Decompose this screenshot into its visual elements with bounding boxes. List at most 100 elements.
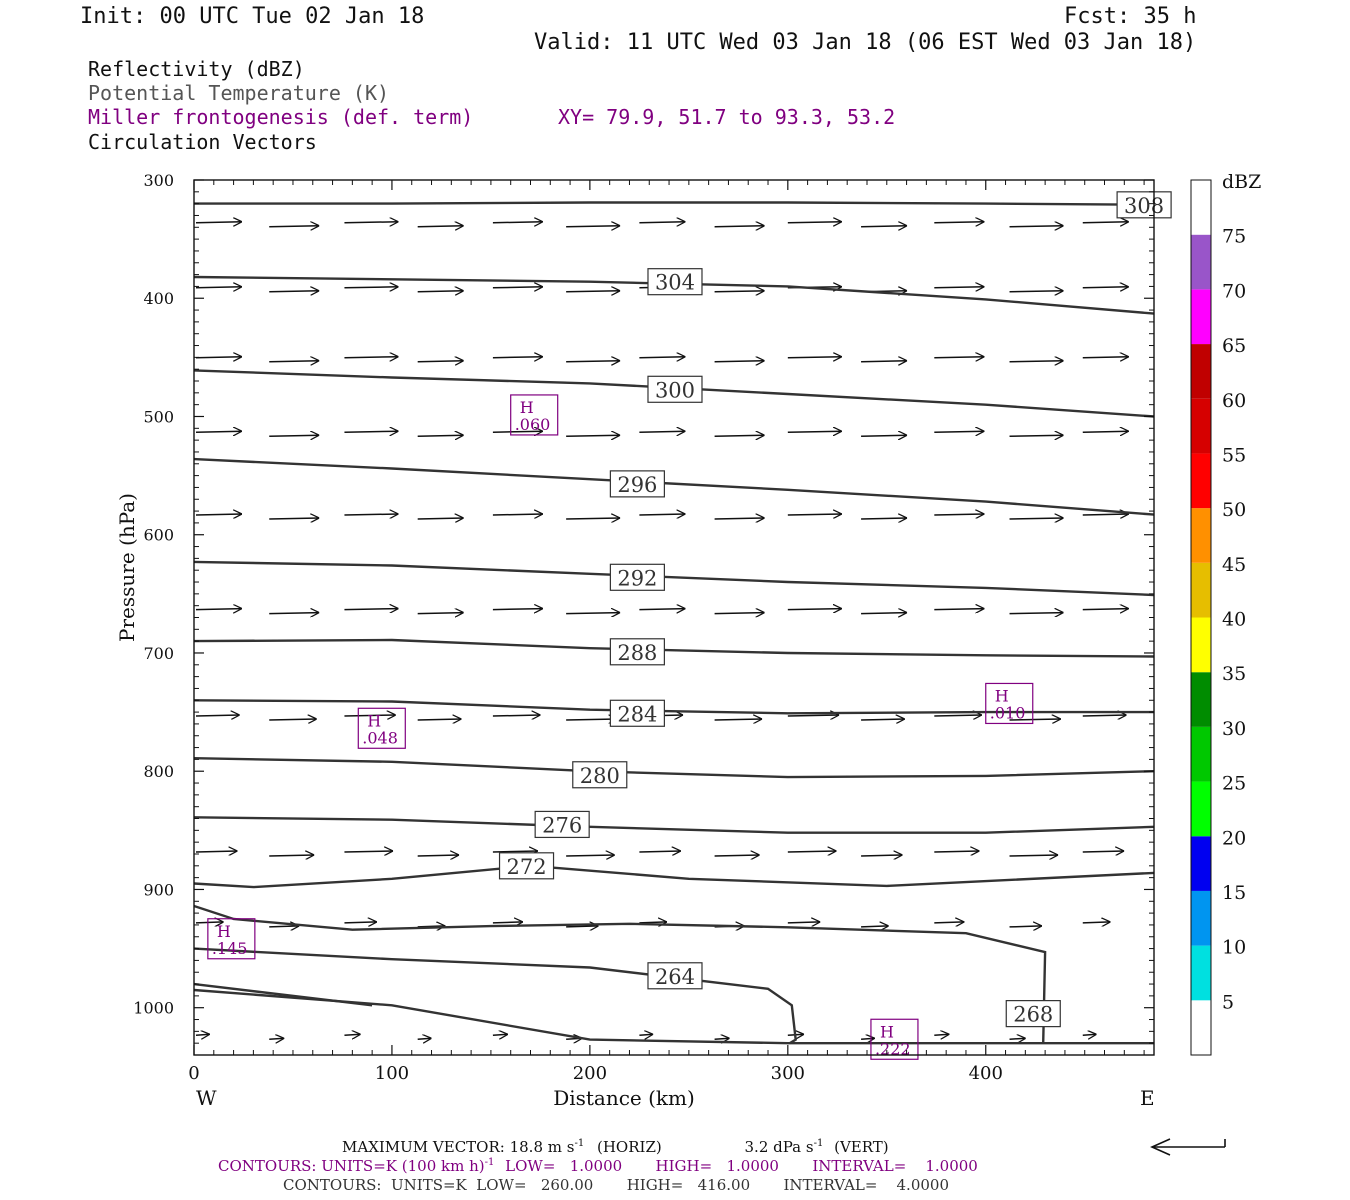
y-tick-label: 400 <box>143 289 174 308</box>
colorbar-level-label: 15 <box>1222 882 1246 904</box>
vector-arrow <box>417 361 464 362</box>
colorbar-level-label: 40 <box>1222 609 1246 631</box>
vector-arrow <box>344 922 376 923</box>
vector-arrow <box>195 1034 210 1035</box>
vector-arrow <box>934 609 984 610</box>
vector-arrow <box>639 287 685 288</box>
vector-arrow <box>714 518 765 519</box>
theta-contour-line <box>193 457 1155 516</box>
theta-label-box <box>609 563 665 591</box>
frontogenesis-symbol: H <box>217 922 231 941</box>
vector-arrow <box>861 361 907 362</box>
theta-contour-label: 268 <box>1013 1003 1053 1027</box>
colorbar-segment <box>1191 344 1211 399</box>
vector-arrow <box>195 851 237 852</box>
vector-arrow <box>1009 361 1064 362</box>
theta-label-box <box>1116 191 1172 219</box>
frontogenesis-symbol: H <box>520 398 534 417</box>
theta-contour-label: 276 <box>542 813 582 837</box>
colorbar-level-label: 20 <box>1222 827 1246 849</box>
y-tick-label: 600 <box>143 526 174 545</box>
max-vector-text: MAXIMUM VECTOR: 18.8 m s <box>342 1138 575 1156</box>
colorbar-segment <box>1191 453 1211 509</box>
theta-contours: 308 304 300 296 292 288 284 280 276 272 264 268 <box>193 191 1172 1045</box>
frontogenesis-box <box>357 707 406 749</box>
vector-arrow <box>566 435 620 436</box>
vector-arrow <box>492 1034 508 1035</box>
vector-arrow <box>1009 435 1064 436</box>
product-miller: Miller frontogenesis (def. term) <box>88 105 474 129</box>
vector-arrow <box>1082 222 1129 223</box>
vector-arrow <box>714 226 765 227</box>
vector-arrow <box>1009 613 1064 614</box>
colorbar-segment <box>1191 234 1211 290</box>
vector-arrow <box>1009 926 1042 927</box>
theta-label-box <box>572 761 628 789</box>
vector-arrow <box>714 291 765 292</box>
vector-arrow <box>639 609 685 610</box>
footer-max-vector: MAXIMUM VECTOR: 18.8 m s-1 (HORIZ) 3.2 d… <box>342 1138 889 1156</box>
vector-arrow <box>861 613 907 614</box>
vector-arrow <box>492 287 543 288</box>
vector-arrow <box>787 287 842 288</box>
vector-arrow <box>344 357 398 358</box>
y-tick-label: 800 <box>143 762 174 781</box>
vector-arrow <box>269 226 319 227</box>
frontogenesis-box <box>870 1018 919 1060</box>
east-label: E <box>1140 1086 1155 1110</box>
theta-contour-label: 296 <box>617 473 657 497</box>
valid-time: Valid: 11 UTC Wed 03 Jan 18 (06 EST Wed … <box>534 30 1197 55</box>
vector-arrow <box>1082 851 1124 852</box>
vector-arrow <box>492 357 543 358</box>
theta-label-box <box>498 852 555 880</box>
colorbar-level-label: 75 <box>1222 226 1246 248</box>
vector-arrow <box>714 926 745 927</box>
contours1-rest: LOW= 1.0000 HIGH= 1.0000 INTERVAL= 1.000… <box>505 1157 978 1175</box>
vector-arrow <box>566 1038 582 1039</box>
vector-arrow <box>1082 1034 1097 1035</box>
vector-arrow <box>417 291 464 292</box>
vector-arrow <box>417 926 446 927</box>
vector-arrow <box>861 435 907 436</box>
colorbar-level-label: 65 <box>1222 335 1246 357</box>
contours1-text: CONTOURS: UNITS=K (100 km h) <box>218 1157 485 1175</box>
circulation-vectors <box>195 222 1129 1040</box>
colorbar-segment <box>1191 617 1211 673</box>
colorbar-segment <box>1191 562 1211 618</box>
vector-arrow <box>492 922 523 923</box>
plot-axes: 0 100 200 300 400 300 400 500 600 700 800 900 1000 Di… <box>115 171 1155 1110</box>
vector-arrow <box>934 1034 949 1035</box>
vector-arrow <box>566 855 615 856</box>
vector-arrow <box>1082 514 1129 515</box>
vector-arrow <box>566 613 620 614</box>
vector-arrow <box>344 222 398 223</box>
colorbar-segment <box>1191 781 1211 837</box>
theta-label-box <box>609 470 665 498</box>
frontogenesis-box <box>510 394 559 436</box>
dbz-colorbar: 5 10 15 20 25 30 35 40 45 50 55 60 65 70 75 dBZ <box>1190 171 1261 1056</box>
theta-contour-line <box>193 275 1155 315</box>
colorbar-segment <box>1191 289 1211 345</box>
vector-arrow <box>1009 291 1064 292</box>
vector-arrow <box>566 719 617 720</box>
colorbar-segment <box>1191 1000 1211 1055</box>
theta-label-box <box>647 268 703 296</box>
vector-arrow <box>492 715 541 716</box>
vector-arrow <box>566 926 598 927</box>
vector-arrow <box>639 222 685 223</box>
vector-arrow <box>1082 609 1129 610</box>
y-tick-label: 300 <box>143 171 174 190</box>
vector-arrow <box>1009 518 1064 519</box>
y-tick-label: 900 <box>143 880 174 899</box>
theta-contour-label: 304 <box>655 271 695 295</box>
theta-contour-label: 300 <box>655 378 695 402</box>
theta-contour-label: 284 <box>617 702 657 726</box>
vector-arrow <box>861 855 902 856</box>
theta-contour-label: 292 <box>617 566 657 590</box>
vector-arrow <box>934 922 964 923</box>
colorbar-level-label: 5 <box>1222 991 1234 1013</box>
vector-arrow <box>195 609 242 610</box>
theta-label-box <box>609 638 665 666</box>
